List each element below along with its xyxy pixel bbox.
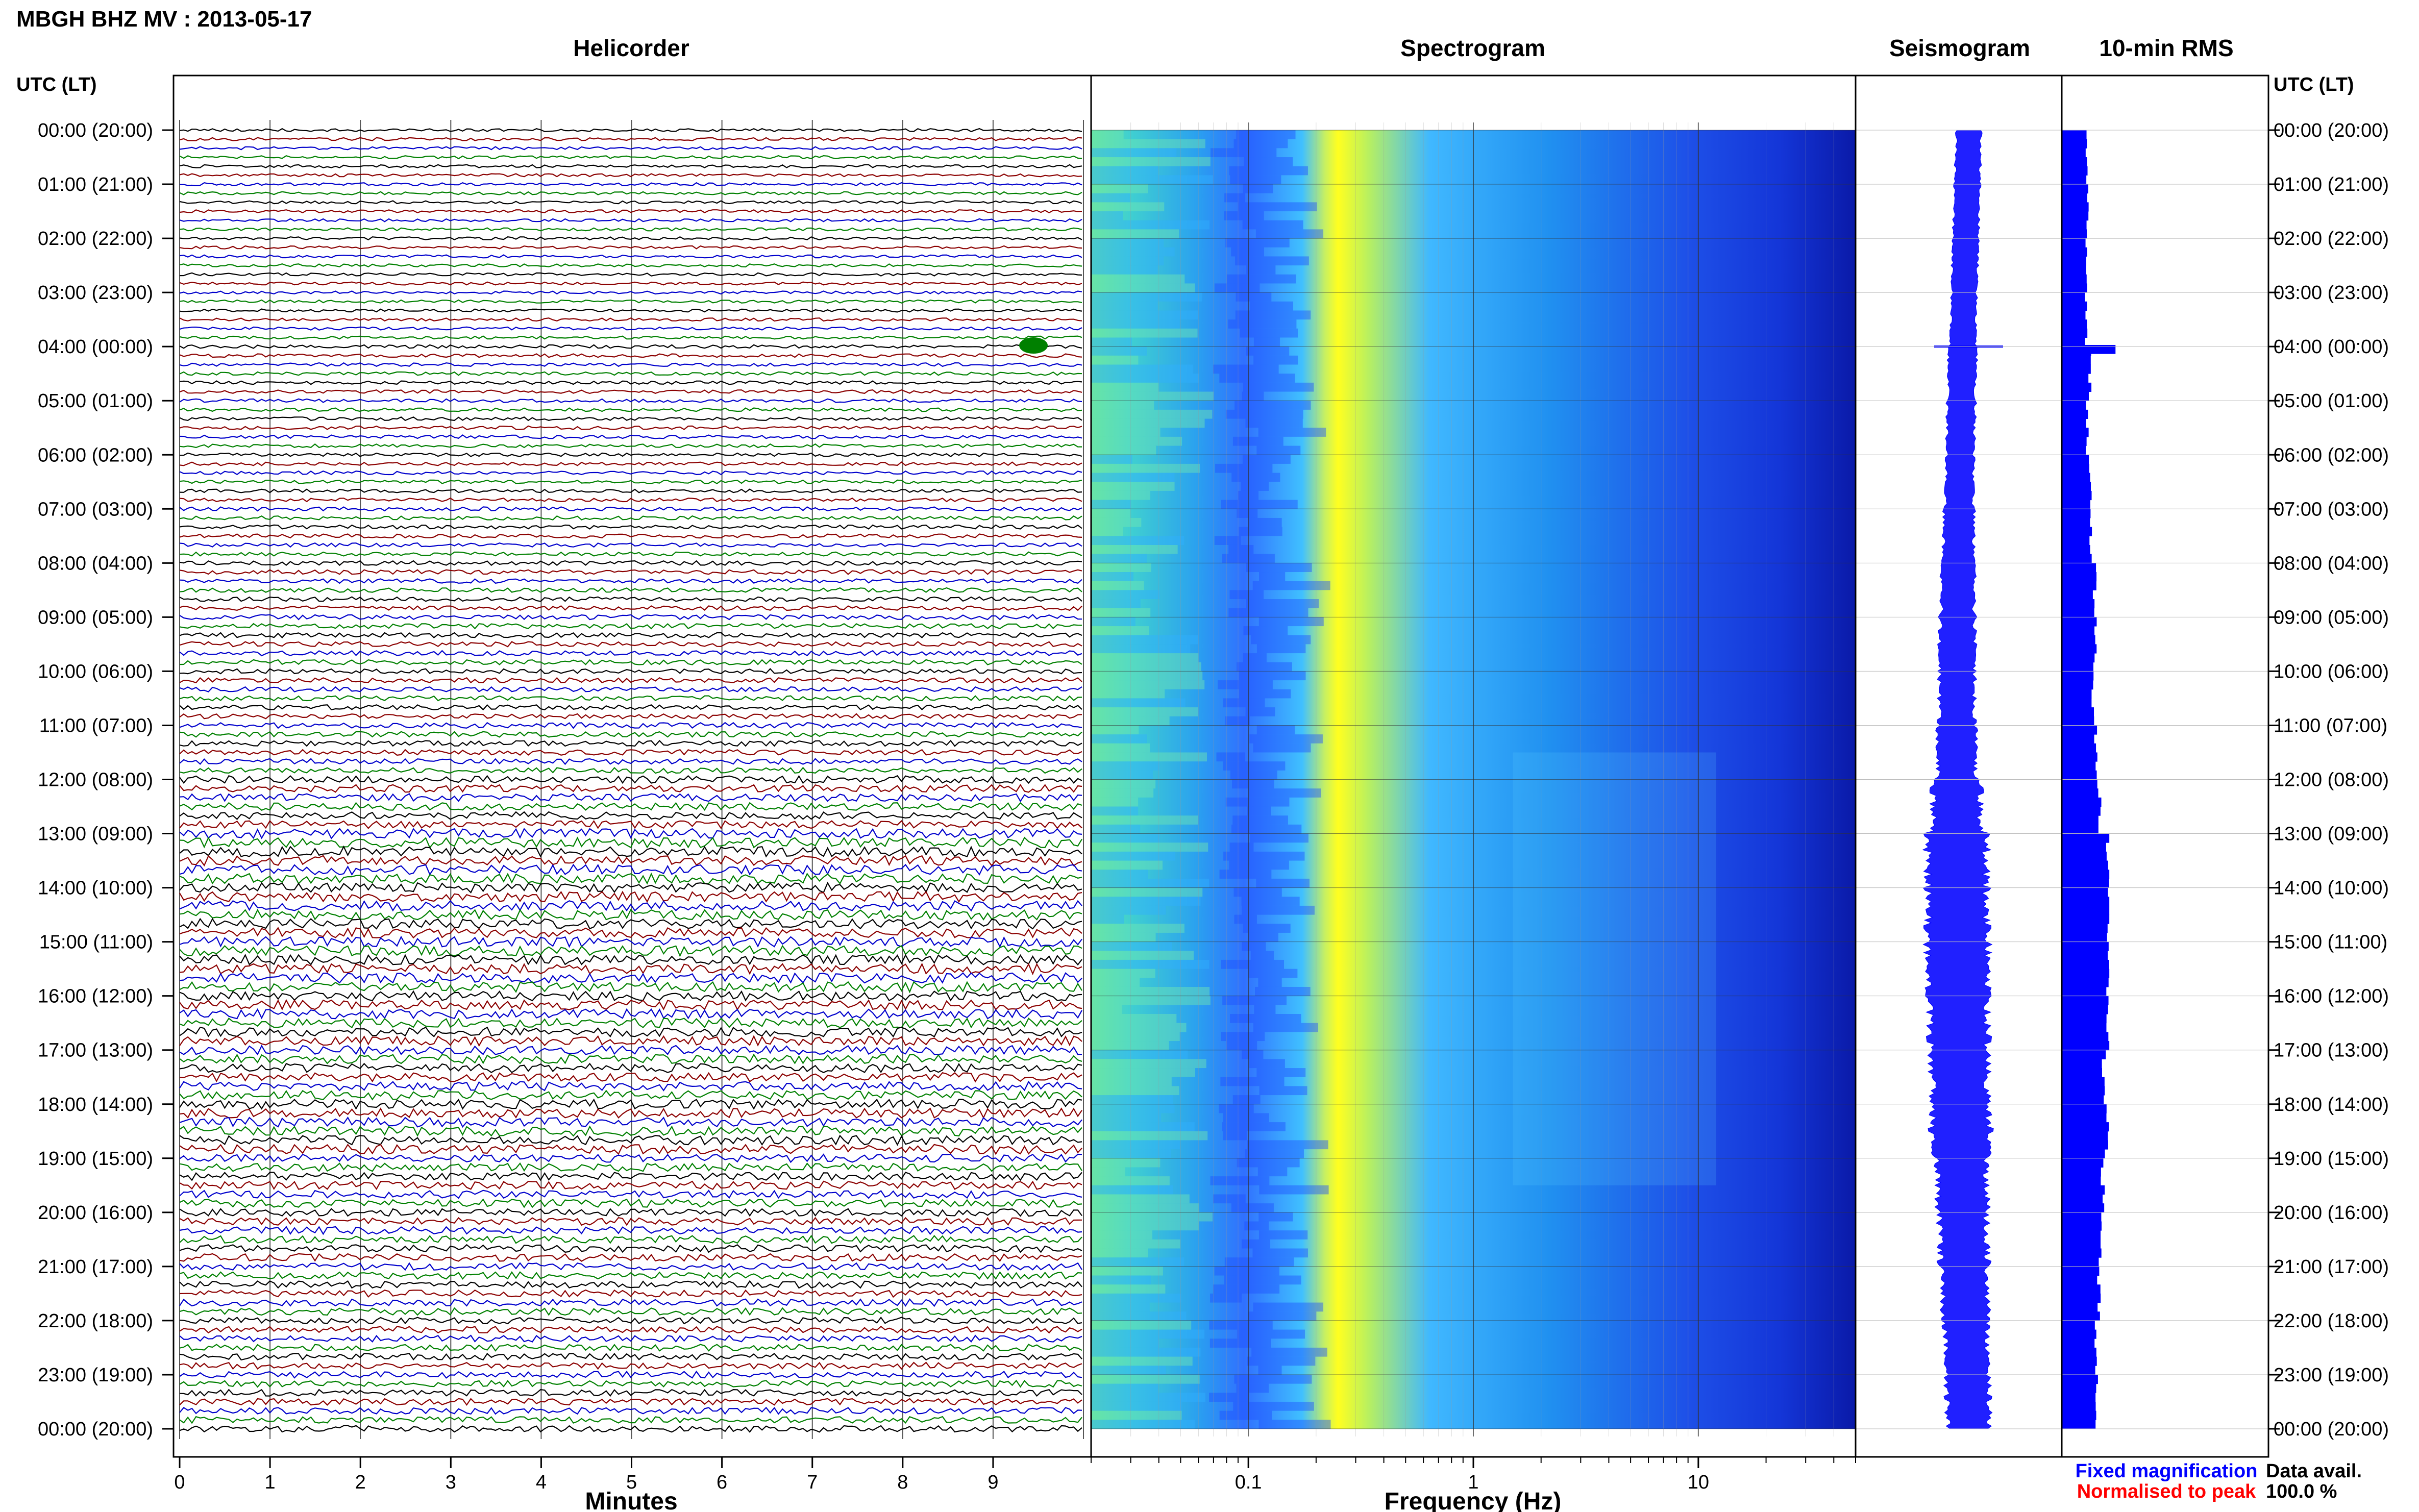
time-label-right: 20:00 (16:00)	[2274, 1202, 2389, 1224]
x-axes: 0 1 2 3 4 5 6 7 8 9 0.1 1 10	[174, 1457, 1856, 1493]
time-label-right: 14:00 (10:00)	[2274, 878, 2389, 899]
helicorder-tick-label: 2	[355, 1472, 366, 1493]
time-label-right: 06:00 (02:00)	[2274, 444, 2389, 466]
time-label-right: 17:00 (13:00)	[2274, 1040, 2389, 1061]
time-label-left: 00:00 (20:00)	[38, 1419, 153, 1440]
legend-fixed-magnification: Fixed magnification	[2076, 1460, 2258, 1482]
time-label-right: 01:00 (21:00)	[2274, 174, 2389, 195]
helicorder-title: Helicorder	[573, 35, 689, 61]
helicorder-tick-label: 8	[897, 1472, 908, 1493]
time-label-right: 08:00 (04:00)	[2274, 553, 2389, 574]
data-avail-label: Data avail.	[2266, 1460, 2362, 1482]
helicorder-tick-label: 6	[717, 1472, 727, 1493]
time-label-left: 03:00 (23:00)	[38, 282, 153, 304]
station-title: MBGH BHZ MV : 2013-05-17	[16, 7, 312, 32]
time-label-right: 18:00 (14:00)	[2274, 1094, 2389, 1116]
helicorder-tick-label: 9	[988, 1472, 998, 1493]
time-label-left: 18:00 (14:00)	[38, 1094, 153, 1116]
time-label-right: 19:00 (15:00)	[2274, 1148, 2389, 1170]
time-label-left: 22:00 (18:00)	[38, 1310, 153, 1332]
spectrogram-tick-label: 0.1	[1235, 1472, 1262, 1493]
time-label-left: 07:00 (03:00)	[38, 499, 153, 520]
time-label-left: 08:00 (04:00)	[38, 553, 153, 574]
utc-lt-label-right: UTC (LT)	[2274, 74, 2354, 95]
spectrogram-xlabel: Frequency (Hz)	[1385, 1488, 1562, 1512]
time-label-right: 21:00 (17:00)	[2274, 1256, 2389, 1278]
time-label-left: 11:00 (07:00)	[39, 715, 153, 736]
time-label-left: 19:00 (15:00)	[38, 1148, 153, 1170]
data-avail-value: 100.0 %	[2266, 1481, 2337, 1502]
time-label-right: 22:00 (18:00)	[2274, 1310, 2389, 1332]
helicorder-tick-label: 4	[536, 1472, 547, 1493]
time-label-left: 23:00 (19:00)	[38, 1365, 153, 1386]
helicorder-panel	[179, 120, 1084, 1439]
time-label-right: 15:00 (11:00)	[2274, 932, 2387, 953]
time-label-left: 00:00 (20:00)	[38, 120, 153, 141]
time-label-left: 21:00 (17:00)	[38, 1256, 153, 1278]
time-label-left: 20:00 (16:00)	[38, 1202, 153, 1224]
time-label-right: 03:00 (23:00)	[2274, 282, 2389, 304]
time-label-left: 13:00 (09:00)	[38, 824, 153, 845]
time-label-left: 16:00 (12:00)	[38, 986, 153, 1007]
time-label-right: 12:00 (08:00)	[2274, 770, 2389, 791]
utc-lt-label-left: UTC (LT)	[16, 74, 97, 95]
spectrogram-tick-label: 1	[1468, 1472, 1478, 1493]
rms-panel	[2062, 130, 2116, 1429]
time-label-right: 11:00 (07:00)	[2274, 715, 2387, 736]
time-label-left: 06:00 (02:00)	[38, 444, 153, 466]
time-label-left: 15:00 (11:00)	[39, 932, 153, 953]
helicorder-tick-label: 5	[626, 1472, 637, 1493]
helicorder-xlabel: Minutes	[585, 1488, 677, 1512]
time-label-left: 05:00 (01:00)	[38, 390, 153, 412]
time-label-right: 02:00 (22:00)	[2274, 228, 2389, 250]
spectrogram-title: Spectrogram	[1400, 35, 1545, 61]
time-label-left: 14:00 (10:00)	[38, 878, 153, 899]
helicorder-tick-label: 0	[174, 1472, 185, 1493]
time-label-right: 00:00 (20:00)	[2274, 1419, 2389, 1440]
time-label-right: 10:00 (06:00)	[2274, 661, 2389, 682]
legend-normalised-to-peak: Normalised to peak	[2077, 1481, 2256, 1502]
time-label-right: 16:00 (12:00)	[2274, 986, 2389, 1007]
time-label-left: 04:00 (00:00)	[38, 336, 153, 358]
time-label-left: 10:00 (06:00)	[38, 661, 153, 682]
helicorder-tick-label: 1	[265, 1472, 276, 1493]
time-labels: 00:00 (20:00) 00:00 (20:00) 01:00 (21:00) 0…	[38, 120, 2389, 1440]
time-label-left: 12:00 (08:00)	[38, 770, 153, 791]
time-label-right: 05:00 (01:00)	[2274, 390, 2389, 412]
time-label-left: 01:00 (21:00)	[38, 174, 153, 195]
time-label-left: 02:00 (22:00)	[38, 228, 153, 250]
time-label-right: 23:00 (19:00)	[2274, 1365, 2389, 1386]
time-label-right: 07:00 (03:00)	[2274, 499, 2389, 520]
helicorder-tick-label: 3	[446, 1472, 456, 1493]
time-label-right: 04:00 (00:00)	[2274, 336, 2389, 358]
seismogram-title: Seismogram	[1889, 35, 2030, 61]
time-label-left: 17:00 (13:00)	[38, 1040, 153, 1061]
time-label-right: 13:00 (09:00)	[2274, 824, 2389, 845]
time-label-right: 00:00 (20:00)	[2274, 120, 2389, 141]
time-label-right: 09:00 (05:00)	[2274, 607, 2389, 628]
time-label-left: 09:00 (05:00)	[38, 607, 153, 628]
rms-title: 10-min RMS	[2099, 35, 2233, 61]
spectrogram-tick-label: 10	[1688, 1472, 1709, 1493]
helicorder-tick-label: 7	[807, 1472, 818, 1493]
